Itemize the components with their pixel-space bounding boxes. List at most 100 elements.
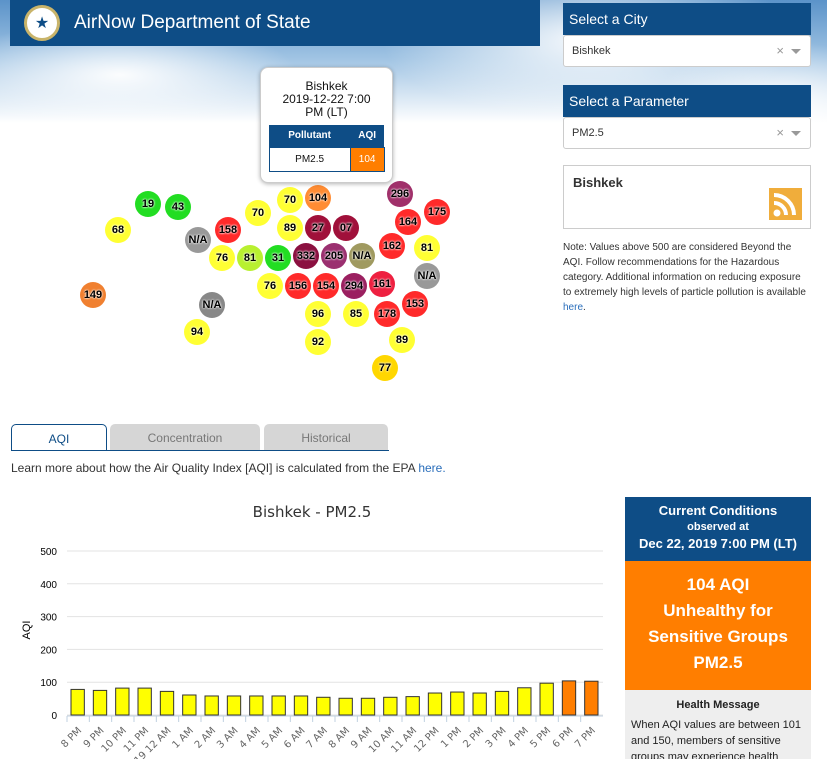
parameter-select-value: PM2.5: [572, 127, 604, 139]
map-marker[interactable]: 19: [135, 191, 161, 217]
bar[interactable]: [360, 697, 376, 716]
map-marker[interactable]: 149: [80, 282, 106, 308]
map-marker[interactable]: 332: [293, 243, 319, 269]
note-here-link[interactable]: here: [563, 302, 584, 313]
map-marker[interactable]: 94: [184, 319, 210, 345]
health-message-title: Health Message: [676, 699, 760, 711]
popup-time: 2019-12-22 7:00 PM (LT): [282, 92, 371, 119]
map-marker[interactable]: 164: [395, 209, 421, 235]
bar[interactable]: [316, 696, 331, 716]
epa-here-link[interactable]: here.: [418, 461, 446, 475]
map-marker[interactable]: 178: [374, 301, 400, 327]
bar[interactable]: [249, 695, 264, 716]
clear-icon[interactable]: ×: [776, 125, 784, 140]
bar[interactable]: [137, 687, 152, 716]
map-marker[interactable]: 158: [215, 217, 241, 243]
map-marker[interactable]: 89: [277, 215, 303, 241]
map-marker[interactable]: 07: [333, 215, 359, 241]
map-marker[interactable]: 81: [414, 235, 440, 261]
x-tick-label: 2 PM: [461, 725, 486, 750]
map-marker[interactable]: 175: [424, 199, 450, 225]
map-marker[interactable]: 81: [237, 245, 263, 271]
clear-icon[interactable]: ×: [776, 43, 784, 58]
x-tick-label: 1 AM: [170, 725, 195, 750]
popup-col-aqi: AQI: [350, 125, 384, 147]
map-marker[interactable]: 76: [257, 273, 283, 299]
bar[interactable]: [115, 687, 130, 716]
map-marker[interactable]: 92: [305, 329, 331, 355]
bar[interactable]: [226, 695, 242, 716]
map-marker[interactable]: 205: [321, 243, 347, 269]
map-marker[interactable]: 43: [165, 194, 191, 220]
map-marker[interactable]: 296: [387, 181, 413, 207]
tab-concentration[interactable]: Concentration: [110, 424, 260, 451]
bar[interactable]: [293, 695, 309, 716]
bar[interactable]: [338, 697, 353, 716]
map-marker[interactable]: N/A: [349, 243, 375, 269]
map-marker[interactable]: N/A: [199, 292, 225, 318]
x-tick-label: 2 AM: [193, 725, 218, 750]
cc-title: Current Conditions: [658, 503, 778, 518]
bar[interactable]: [204, 695, 219, 716]
city-select-value: Bishkek: [572, 45, 611, 57]
bar[interactable]: [517, 687, 532, 716]
map-marker[interactable]: 153: [402, 291, 428, 317]
map-marker[interactable]: N/A: [185, 227, 211, 253]
bar[interactable]: [383, 696, 398, 716]
popup-city: Bishkek: [305, 79, 348, 93]
x-tick-label: 1 PM: [439, 725, 464, 750]
x-tick-label: 4 AM: [237, 725, 262, 750]
bar[interactable]: [159, 690, 175, 716]
chevron-down-icon[interactable]: [791, 131, 801, 141]
bar[interactable]: [539, 682, 554, 716]
bar[interactable]: [450, 691, 465, 716]
map-marker[interactable]: 294: [341, 273, 367, 299]
map-marker[interactable]: 77: [372, 355, 398, 381]
tab-aqi[interactable]: AQI: [11, 424, 107, 451]
app-title: AirNow Department of State: [74, 12, 311, 33]
bar[interactable]: [271, 695, 286, 716]
map-marker[interactable]: 31: [265, 245, 291, 271]
x-tick-label: 6 PM: [551, 725, 576, 750]
bar[interactable]: [70, 688, 85, 716]
city-select[interactable]: Bishkek ×: [563, 35, 811, 67]
map-marker[interactable]: 68: [105, 217, 131, 243]
map-marker[interactable]: 156: [285, 273, 311, 299]
bar[interactable]: [182, 694, 197, 716]
bar[interactable]: [472, 692, 487, 716]
city-panel-title: Select a City: [563, 3, 811, 35]
popup-table: Pollutant AQI PM2.5 104: [268, 125, 385, 172]
aqi-status-box: 104 AQI Unhealthy for Sensitive Groups P…: [625, 561, 811, 690]
cc-pollutant: PM2.5: [693, 653, 743, 672]
parameter-select[interactable]: PM2.5 ×: [563, 117, 811, 149]
chevron-down-icon[interactable]: [791, 49, 801, 59]
map-marker[interactable]: 27: [305, 215, 331, 241]
map-marker[interactable]: N/A: [414, 263, 440, 289]
map-marker[interactable]: 96: [305, 301, 331, 327]
x-tick-label: 7 AM: [304, 725, 329, 750]
bar[interactable]: [584, 680, 599, 716]
map-marker[interactable]: 70: [277, 187, 303, 213]
map-marker[interactable]: 70: [245, 200, 271, 226]
bar[interactable]: [427, 692, 443, 716]
map-marker[interactable]: 104: [305, 185, 331, 211]
map-marker[interactable]: 76: [209, 245, 235, 271]
cc-aqi: 104 AQI: [686, 575, 750, 594]
tab-historical[interactable]: Historical: [264, 424, 388, 451]
map-marker[interactable]: 161: [369, 271, 395, 297]
bar[interactable]: [405, 696, 420, 716]
current-conditions-panel: Current Conditions observed at Dec 22, 2…: [625, 497, 811, 759]
aqi-bar-chart: Bishkek - PM2.5 AQI 0 100 200 300 400 500 8 PM…: [21, 503, 603, 759]
bar[interactable]: [494, 690, 510, 716]
bar[interactable]: [92, 689, 108, 716]
map-marker[interactable]: 162: [379, 233, 405, 259]
map-marker[interactable]: 154: [313, 273, 339, 299]
learn-text: Learn more about how the Air Quality Ind…: [11, 461, 419, 475]
y-tick-label: 100: [40, 678, 57, 689]
x-tick-label: 7 PM: [573, 725, 598, 750]
bar[interactable]: [561, 680, 577, 716]
y-tick-label: 400: [40, 580, 57, 591]
map-marker[interactable]: 85: [343, 301, 369, 327]
rss-icon[interactable]: [769, 188, 802, 220]
map-marker[interactable]: 89: [389, 327, 415, 353]
